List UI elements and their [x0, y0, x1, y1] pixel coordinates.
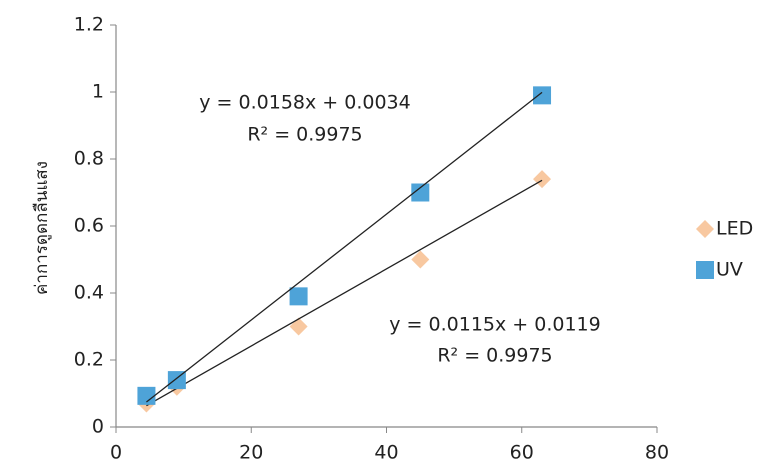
y-tick-label: 0.2 — [74, 349, 104, 371]
trendline-r2: R² = 0.9975 — [437, 345, 552, 367]
y-tick-label: 0.6 — [74, 215, 104, 237]
x-tick-label: 80 — [645, 442, 669, 464]
y-tick-label: 0.8 — [74, 148, 104, 170]
x-tick-label: 20 — [239, 442, 263, 464]
legend-label: LED — [716, 218, 753, 240]
y-tick-label: 1.2 — [74, 14, 104, 36]
x-tick-label: 0 — [110, 442, 122, 464]
y-tick-label: 0 — [92, 416, 104, 438]
y-axis-label: ค่าการดูดกลืนแสง — [32, 161, 52, 295]
point — [290, 318, 308, 336]
trendline-equation: y = 0.0158x + 0.0034 — [199, 92, 410, 114]
point — [533, 170, 551, 188]
x-tick-label: 40 — [374, 442, 398, 464]
x-tick-label: 60 — [510, 442, 534, 464]
chart: ค่าการดูดกลืนแสง 0 0.2 0.4 0.6 0.8 1 1.2 0 20 40 6… — [0, 0, 762, 475]
point — [290, 287, 308, 305]
trendline-r2: R² = 0.9975 — [247, 124, 362, 146]
y-tick-label: 1 — [92, 81, 104, 103]
point — [137, 387, 155, 405]
trendline — [146, 180, 542, 405]
y-tick-label: 0.4 — [74, 282, 104, 304]
trendline-equation: y = 0.0115x + 0.0119 — [389, 314, 600, 336]
point — [533, 86, 551, 104]
legend-marker — [696, 261, 714, 279]
legend-label: UV — [716, 259, 743, 281]
legend-marker — [696, 220, 714, 238]
